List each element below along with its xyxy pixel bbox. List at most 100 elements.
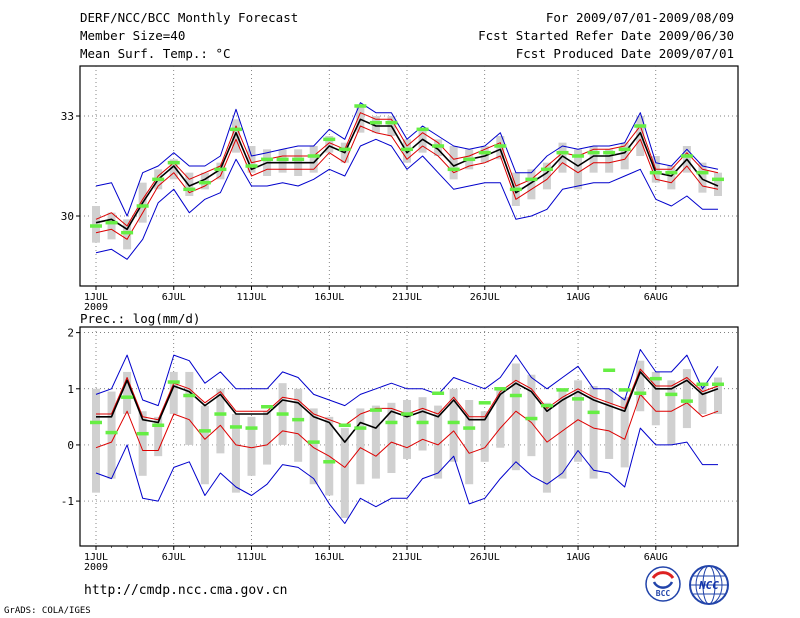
temp-series-upper bbox=[95, 112, 719, 227]
bcc-logo-text: BCC bbox=[656, 589, 671, 598]
temp-spread-box bbox=[247, 146, 256, 173]
temp-spread-box bbox=[231, 119, 240, 153]
temp-x-tick-label: 26JUL bbox=[470, 292, 500, 303]
prec-spread-box bbox=[294, 388, 303, 462]
grads-credit: GrADS: COLA/IGES bbox=[4, 606, 91, 616]
prec-spread-box bbox=[200, 405, 209, 485]
prec-series-min bbox=[95, 427, 718, 524]
temp-spread-box bbox=[589, 146, 598, 173]
temp-spread-box bbox=[636, 116, 645, 156]
temp-spread-box bbox=[185, 172, 194, 196]
prec-spread-box bbox=[682, 369, 691, 429]
temp-spread-box bbox=[325, 136, 334, 153]
temp-spread-box bbox=[667, 166, 676, 190]
prec-spread-box bbox=[123, 371, 132, 415]
prec-spread-box bbox=[340, 428, 349, 518]
prec-spread-box bbox=[263, 411, 272, 465]
prec-series-max bbox=[95, 349, 719, 407]
figure-title: DERF/NCC/BCC Monthly Forecast bbox=[80, 10, 299, 25]
prec-x-tick-label: 26JUL bbox=[470, 552, 500, 563]
forecast-period-label: For 2009/07/01-2009/08/09 bbox=[545, 10, 734, 25]
bcc-logo: BCC bbox=[645, 566, 681, 602]
member-size-label: Member Size=40 bbox=[80, 28, 186, 43]
temp-y-tick-label: 33 bbox=[61, 110, 74, 123]
prec-spread-box bbox=[169, 371, 178, 415]
temp-spread-box bbox=[107, 212, 116, 240]
prec-spread-box bbox=[496, 388, 505, 448]
ncc-logo-text: NCC bbox=[698, 579, 719, 592]
source-url: http://cmdp.ncc.cma.gov.cn bbox=[84, 583, 288, 598]
temp-spread-box bbox=[574, 149, 583, 190]
prec-y-tick-label: 0 bbox=[67, 439, 74, 452]
temp-x-tick-label: 1JUL bbox=[84, 292, 108, 303]
prec-series-median bbox=[96, 371, 719, 443]
temp-spread-box bbox=[418, 129, 427, 153]
prec-spread-box bbox=[107, 391, 116, 479]
prec-plot-frame bbox=[79, 326, 739, 547]
temp-x-tick-label: 6AUG bbox=[644, 292, 668, 303]
prec-y-tick-label: 2 bbox=[67, 327, 74, 340]
prec-spread-box bbox=[309, 408, 318, 485]
temp-spread-box bbox=[449, 146, 458, 180]
prec-x-tick-label: 11JUL bbox=[236, 552, 266, 563]
temp-spread-box bbox=[527, 169, 536, 200]
prec-spread-box bbox=[434, 405, 443, 479]
temp-spread-box bbox=[542, 162, 551, 190]
prec-y-tick-label: -1 bbox=[61, 495, 74, 508]
temp-x-tick-label: 1AUG bbox=[566, 292, 590, 303]
prec-spread-box bbox=[589, 385, 598, 479]
prec-spread-box bbox=[92, 388, 100, 493]
temp-series-min bbox=[95, 138, 718, 260]
prec-spread-box bbox=[449, 388, 458, 462]
prec-spread-box bbox=[574, 380, 583, 462]
prec-spread-box bbox=[558, 388, 567, 479]
prec-x-tick-label: 16JUL bbox=[314, 552, 344, 563]
prec-spread-box bbox=[511, 363, 520, 471]
prec-spread-box bbox=[542, 402, 551, 493]
temp-spread-box bbox=[714, 172, 722, 196]
prec-spread-box bbox=[231, 414, 240, 493]
temp-spread-box bbox=[605, 149, 614, 173]
precipitation-chart: 1JUL 6JUL 11JUL 16JUL 21JUL 26JUL 1AUG 6AUG 2009… bbox=[61, 326, 739, 573]
precipitation-variable-label: Prec.: log(mm/d) bbox=[80, 311, 201, 326]
prec-spread-box bbox=[216, 388, 225, 454]
temp-year-label: 2009 bbox=[84, 302, 108, 313]
temp-plot-frame bbox=[79, 65, 739, 287]
prec-spread-box bbox=[620, 397, 629, 468]
prec-spread-box bbox=[356, 408, 365, 485]
prec-spread-box bbox=[403, 400, 411, 459]
prec-spread-box bbox=[636, 360, 645, 412]
temp-x-tick-label: 6JUL bbox=[162, 292, 186, 303]
temp-series-max bbox=[95, 102, 719, 217]
temp-x-tick-label: 16JUL bbox=[314, 292, 344, 303]
temperature-variable-label: Mean Surf. Temp.: °C bbox=[80, 46, 231, 61]
prec-spread-box bbox=[185, 371, 194, 445]
prec-spread-box bbox=[465, 400, 474, 485]
temperature-chart: 1JUL 6JUL 11JUL 16JUL 21JUL 26JUL 1AUG 6AUG 2009… bbox=[61, 65, 739, 313]
prec-y-tick-label: 1 bbox=[67, 383, 74, 396]
temp-series-lower bbox=[95, 125, 719, 240]
prec-series-lower bbox=[95, 393, 719, 468]
prec-x-tick-label: 1JUL bbox=[84, 552, 108, 563]
prec-spread-box bbox=[698, 385, 707, 415]
temp-spread-box bbox=[309, 146, 318, 173]
temp-x-tick-label: 11JUL bbox=[236, 292, 266, 303]
temp-y-tick-label: 30 bbox=[61, 210, 74, 223]
prec-spread-box bbox=[714, 377, 722, 415]
prec-x-tick-label: 1AUG bbox=[566, 552, 590, 563]
prec-x-tick-label: 6AUG bbox=[644, 552, 668, 563]
prec-spread-box bbox=[371, 405, 380, 479]
prec-spread-box bbox=[138, 411, 147, 476]
prec-year-label: 2009 bbox=[84, 562, 108, 573]
prec-spread-box bbox=[247, 416, 256, 476]
prec-x-tick-label: 21JUL bbox=[392, 552, 422, 563]
temp-x-tick-label: 21JUL bbox=[392, 292, 422, 303]
ncc-logo: NCC bbox=[689, 565, 729, 605]
temp-spread-box bbox=[698, 162, 707, 193]
prec-spread-box bbox=[651, 371, 660, 426]
prec-x-tick-label: 6JUL bbox=[162, 552, 186, 563]
prec-spread-box bbox=[667, 380, 676, 445]
prec-spread-box bbox=[154, 416, 163, 457]
